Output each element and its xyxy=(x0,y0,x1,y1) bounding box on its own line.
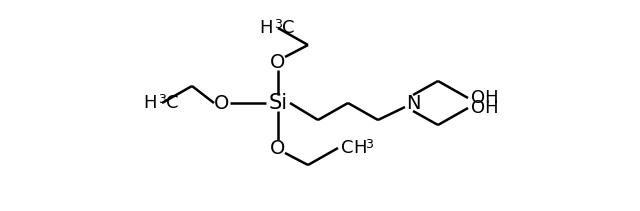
Text: N: N xyxy=(406,93,420,112)
Text: C: C xyxy=(166,94,179,112)
Text: H: H xyxy=(143,94,157,112)
Text: 3: 3 xyxy=(274,18,282,31)
Text: Si: Si xyxy=(268,93,287,113)
Text: O: O xyxy=(270,138,285,157)
Text: H: H xyxy=(259,19,273,37)
Text: H: H xyxy=(353,139,367,157)
Text: 3: 3 xyxy=(158,92,166,106)
Text: OH: OH xyxy=(471,89,499,107)
Text: C: C xyxy=(282,19,294,37)
Text: C: C xyxy=(341,139,353,157)
Text: O: O xyxy=(214,93,230,112)
Text: 3: 3 xyxy=(365,138,373,150)
Text: O: O xyxy=(270,53,285,72)
Text: OH: OH xyxy=(471,99,499,117)
